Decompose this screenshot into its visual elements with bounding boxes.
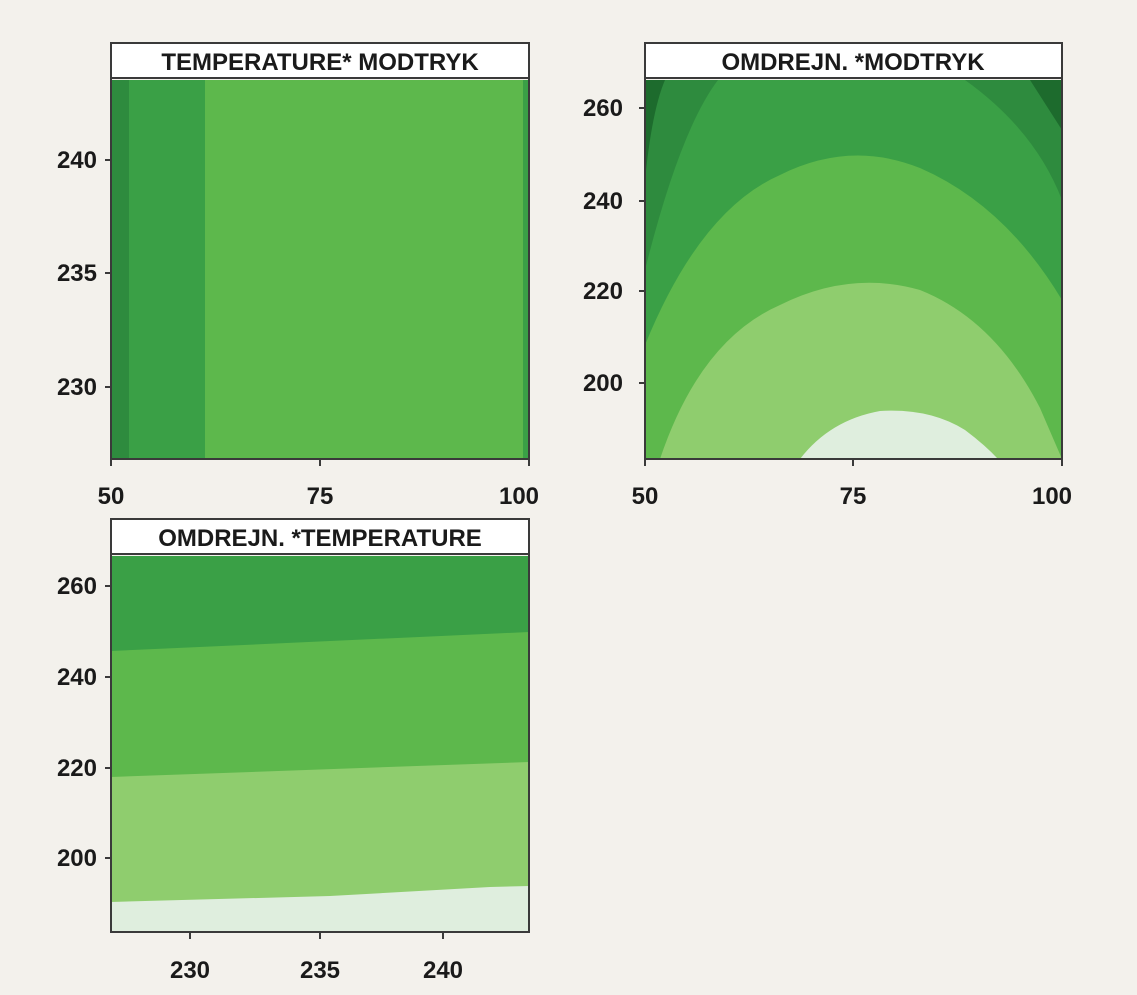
panel3-y-axis: 260 240 220 200 — [57, 573, 111, 872]
panel2-y-tick-label-200: 200 — [583, 370, 623, 397]
panel2-title-strip — [644, 42, 1063, 79]
panel2-y-tick-label-260: 260 — [583, 95, 623, 122]
panel3-x-tick-label-240: 240 — [423, 957, 463, 984]
panel1-band-2 — [129, 80, 205, 459]
panel2-band-4 — [660, 282, 1062, 459]
panel2-band-5 — [800, 410, 998, 459]
panel1-x-tick-label-75: 75 — [307, 483, 334, 510]
panel1-y-tick-label-235: 235 — [57, 260, 97, 287]
panel3-title: OMDREJN. *TEMPERATURE — [158, 525, 482, 552]
panel1-x-tick-label-100: 100 — [499, 483, 539, 510]
panel1-title-strip — [110, 42, 530, 79]
panel3-x-tick-label-230: 230 — [170, 957, 210, 984]
panel2-title: OMDREJN. *MODTRYK — [721, 49, 985, 76]
panel3-x-tick-label-235: 235 — [300, 957, 340, 984]
panel1-plot-area — [110, 77, 530, 460]
panel1-band-3 — [205, 80, 523, 459]
panel3-y-tick-label-200: 200 — [57, 845, 97, 872]
panel3-x-axis: 230 235 240 — [170, 932, 463, 984]
panel3-band-4 — [111, 762, 529, 932]
panel2-y-tick-label-220: 220 — [583, 278, 623, 305]
panel2-x-tick-label-75: 75 — [840, 483, 867, 510]
panel3-y-tick-label-240: 240 — [57, 664, 97, 691]
panel1-band-4 — [523, 80, 529, 459]
panel2-x-axis: 50 75 100 — [632, 459, 1072, 510]
panel1-x-tick-label-50: 50 — [98, 483, 125, 510]
panel2-plot-area — [644, 77, 1063, 460]
panel1-y-tick-label-240: 240 — [57, 147, 97, 174]
panel3-plot-area — [110, 553, 530, 933]
panel3-y-tick-label-260: 260 — [57, 573, 97, 600]
panel2-y-axis: 260 240 220 200 — [583, 95, 645, 397]
panel3-band-5 — [111, 886, 529, 932]
panel-temperature-modtryk: TEMPERATURE* MODTRYK 240 235 230 50 75 1… — [57, 42, 539, 510]
panel3-y-tick-label-220: 220 — [57, 755, 97, 782]
panel-omdrejn-temperature: OMDREJN. *TEMPERATURE 260 240 220 200 23… — [57, 518, 530, 984]
panel-omdrejn-modtryk: OMDREJN. *MODTRYK 260 240 220 200 50 7 — [583, 42, 1072, 510]
panel2-x-tick-label-50: 50 — [632, 483, 659, 510]
panel2-y-tick-label-240: 240 — [583, 188, 623, 215]
panel1-x-axis: 50 75 100 — [98, 459, 539, 510]
panel2-x-tick-label-100: 100 — [1032, 483, 1072, 510]
panel1-y-axis: 240 235 230 — [57, 147, 111, 401]
panel1-band-1 — [111, 80, 129, 459]
panel1-title: TEMPERATURE* MODTRYK — [161, 49, 479, 76]
panel1-y-tick-label-230: 230 — [57, 374, 97, 401]
